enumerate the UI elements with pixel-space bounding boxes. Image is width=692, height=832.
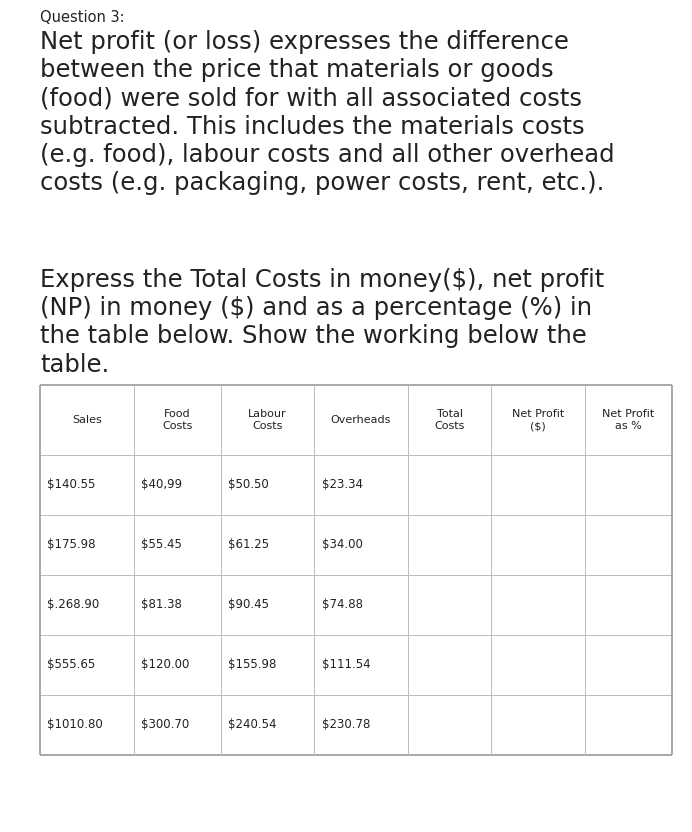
Text: $74.88: $74.88: [322, 598, 363, 612]
Text: $140.55: $140.55: [48, 478, 96, 492]
Text: Net Profit
($): Net Profit ($): [512, 409, 564, 431]
Text: $175.98: $175.98: [48, 538, 96, 552]
Text: $.268.90: $.268.90: [48, 598, 100, 612]
Text: $55.45: $55.45: [140, 538, 181, 552]
Text: $111.54: $111.54: [322, 658, 370, 671]
Text: $300.70: $300.70: [140, 719, 189, 731]
Text: $61.25: $61.25: [228, 538, 269, 552]
Text: Total
Costs: Total Costs: [435, 409, 465, 431]
Text: $34.00: $34.00: [322, 538, 363, 552]
Text: Sales: Sales: [72, 415, 102, 425]
Text: Food
Costs: Food Costs: [162, 409, 192, 431]
Text: $155.98: $155.98: [228, 658, 277, 671]
Text: $1010.80: $1010.80: [48, 719, 103, 731]
Text: Express the Total Costs in money($), net profit
(NP) in money ($) and as a perce: Express the Total Costs in money($), net…: [40, 268, 604, 377]
Text: $230.78: $230.78: [322, 719, 370, 731]
Text: $240.54: $240.54: [228, 719, 277, 731]
Text: Net Profit
as %: Net Profit as %: [602, 409, 655, 431]
Text: Labour
Costs: Labour Costs: [248, 409, 286, 431]
Text: $81.38: $81.38: [140, 598, 181, 612]
Text: Net profit (or loss) expresses the difference
between the price that materials o: Net profit (or loss) expresses the diffe…: [40, 30, 614, 195]
Text: Question 3:: Question 3:: [40, 10, 125, 25]
Text: Overheads: Overheads: [331, 415, 391, 425]
Text: $40,99: $40,99: [140, 478, 181, 492]
Text: $555.65: $555.65: [48, 658, 95, 671]
Text: $23.34: $23.34: [322, 478, 363, 492]
Text: $120.00: $120.00: [140, 658, 189, 671]
Text: $90.45: $90.45: [228, 598, 269, 612]
Text: $50.50: $50.50: [228, 478, 269, 492]
